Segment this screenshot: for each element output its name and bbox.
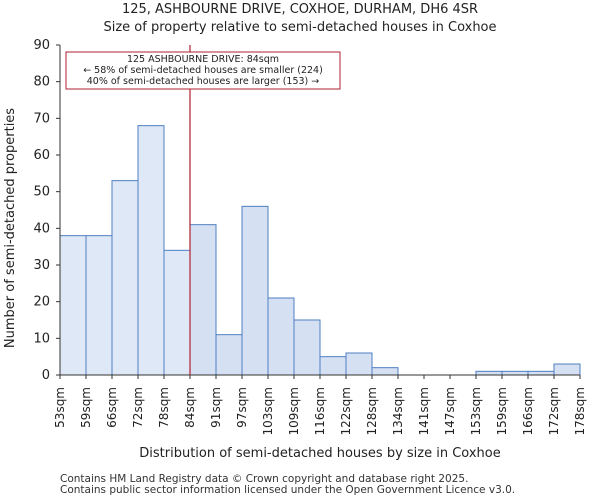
footer-line-1: Contains HM Land Registry data © Crown c… [60,473,469,485]
x-tick-label-109sqm: 109sqm [287,387,301,435]
bar-109sqm [293,319,321,376]
bar-59sqm [85,235,113,376]
x-tick-label-147sqm: 147sqm [443,387,457,435]
bar-172sqm [553,363,581,376]
annotation-line-1: 125 ASHBOURNE DRIVE: 84sqm [127,54,279,65]
y-tick-label-30: 30 [33,258,50,273]
annotation-line-3: 40% of semi-detached houses are larger (… [87,76,320,87]
x-tick-label-59sqm: 59sqm [79,387,93,428]
x-tick-label-91sqm: 91sqm [209,387,223,428]
bar-66sqm [111,180,139,376]
y-tick-label-40: 40 [33,221,50,236]
annotation-box [65,51,341,90]
annotation-line-2: ← 58% of semi-detached houses are smalle… [83,65,323,76]
x-tick-label-84sqm: 84sqm [183,387,197,428]
x-tick-label-166sqm: 166sqm [521,387,535,435]
y-tick-label-90: 90 [33,38,50,53]
y-tick-label-80: 80 [33,75,50,90]
bar-103sqm [267,297,295,376]
histogram-chart: 0 10 20 30 40 50 60 70 80 90 53sqm 59sqm 66sqm 72sqm 7… [3,38,587,461]
bar-159sqm [501,370,529,376]
chart-subtitle: Size of property relative to semi-detach… [103,20,497,35]
y-tick-label-10: 10 [33,331,50,346]
x-tick-label-172sqm: 172sqm [547,387,561,435]
x-tick-label-122sqm: 122sqm [339,387,353,435]
bar-97sqm [241,205,269,376]
bar-78sqm [163,249,191,376]
x-tick-label-178sqm: 178sqm [573,387,587,435]
x-tick-label-97sqm: 97sqm [235,387,249,428]
bar-128sqm [371,367,399,376]
x-tick-label-103sqm: 103sqm [261,387,275,435]
y-tick-label-60: 60 [33,148,50,163]
bar-91sqm [215,334,243,376]
y-tick-label-0: 0 [42,368,50,383]
x-tick-label-116sqm: 116sqm [313,387,327,435]
y-axis-title: Number of semi-detached properties [3,108,18,348]
x-tick-label-134sqm: 134sqm [391,387,405,435]
y-tick-label-70: 70 [33,111,50,126]
x-tick-label-66sqm: 66sqm [105,387,119,428]
x-tick-label-141sqm: 141sqm [417,387,431,435]
x-tick-label-159sqm: 159sqm [495,387,509,435]
bar-166sqm [527,370,555,376]
x-tick-label-78sqm: 78sqm [157,387,171,428]
y-tick-label-20: 20 [33,295,50,310]
footer-line-2: Contains public sector information licen… [60,484,516,496]
bar-153sqm [475,370,503,376]
bar-72sqm [137,125,165,376]
x-axis-title: Distribution of semi-detached houses by … [139,446,500,461]
bar-116sqm [319,356,347,376]
bar-122sqm [345,352,373,376]
x-tick-label-153sqm: 153sqm [469,387,483,435]
bar-84sqm [189,224,217,376]
y-tick-label-50: 50 [33,185,50,200]
x-tick-label-128sqm: 128sqm [365,387,379,435]
bar-53sqm [59,235,87,376]
x-tick-label-53sqm: 53sqm [53,387,67,428]
x-tick-label-72sqm: 72sqm [131,387,145,428]
chart-title: 125, ASHBOURNE DRIVE, COXHOE, DURHAM, DH… [121,2,479,17]
